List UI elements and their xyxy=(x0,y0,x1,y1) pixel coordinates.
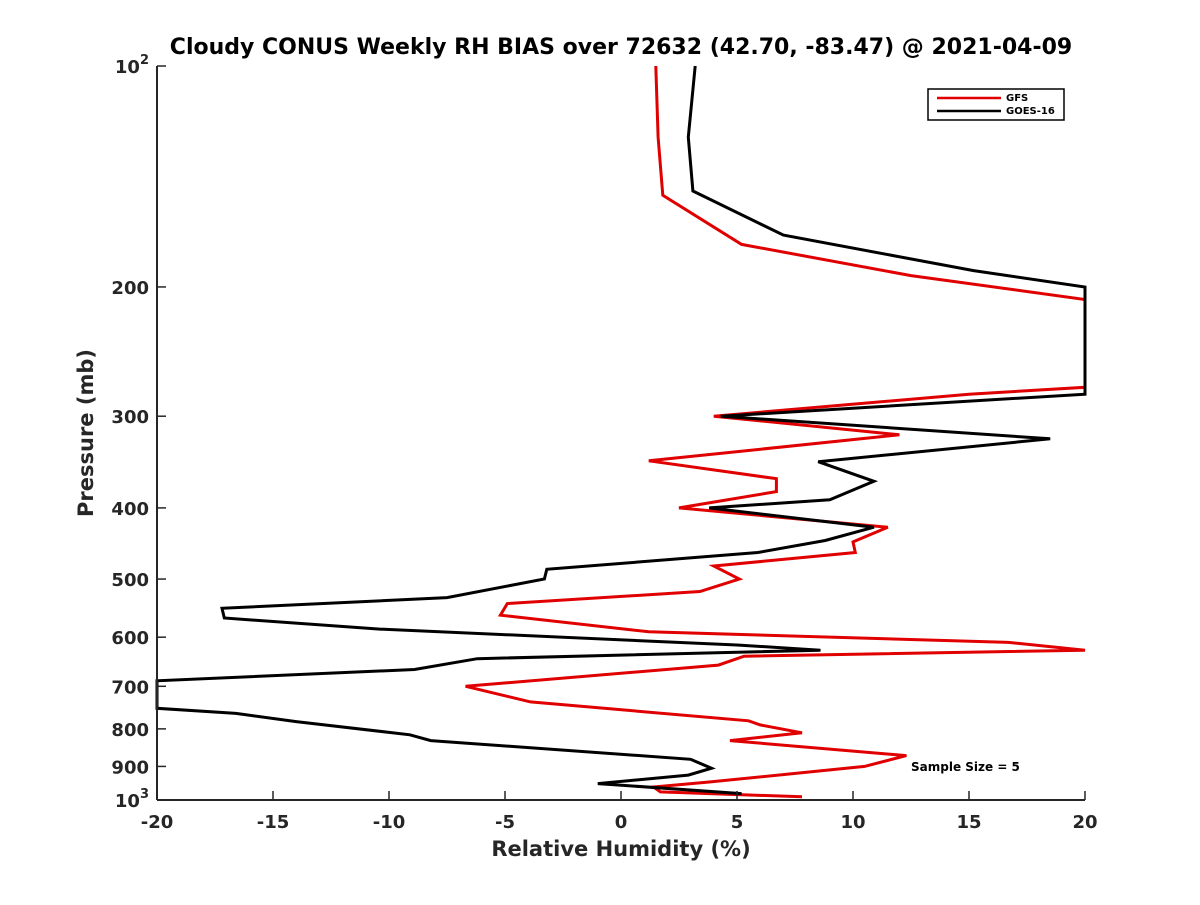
series-line-goes16 xyxy=(155,65,1087,796)
y-tick-label: 600 xyxy=(111,628,149,649)
x-tick-label: -15 xyxy=(257,812,290,833)
x-tick-label: 15 xyxy=(956,812,981,833)
y-tick-label: 103 xyxy=(115,787,149,812)
x-tick-label: 20 xyxy=(1072,812,1097,833)
y-tick-label: 700 xyxy=(111,677,149,698)
y-tick-label: 500 xyxy=(111,570,149,591)
y-tick-label: 102 xyxy=(115,53,149,78)
x-tick-label: 0 xyxy=(615,812,628,833)
y-ticks: 102 200 300 400 500 600 700 800 900 103 xyxy=(111,53,166,812)
sample-size-annotation: Sample Size = 5 xyxy=(911,760,1020,774)
x-ticks: -20 -15 -10 -5 0 5 10 15 20 xyxy=(141,791,1098,833)
legend: GFS GOES-16 xyxy=(927,88,1065,121)
legend-box xyxy=(927,88,1065,121)
y-axis-label: Pressure (mb) xyxy=(74,349,98,517)
y-tick-label: 300 xyxy=(111,407,149,428)
plot-area xyxy=(157,66,1085,800)
legend-entry-gfs: GFS xyxy=(1006,93,1028,104)
y-tick-label: 800 xyxy=(111,720,149,741)
x-tick-label: -10 xyxy=(373,812,406,833)
series-layer xyxy=(155,65,1087,799)
y-tick-label: 200 xyxy=(111,278,149,299)
chart-title: Cloudy CONUS Weekly RH BIAS over 72632 (… xyxy=(170,35,1072,60)
legend-entry-goes16: GOES-16 xyxy=(1006,106,1055,117)
y-tick-label: 400 xyxy=(111,499,149,520)
x-tick-label: -20 xyxy=(141,812,174,833)
x-axis-label: Relative Humidity (%) xyxy=(491,837,750,861)
x-tick-label: 5 xyxy=(731,812,744,833)
y-tick-label: 900 xyxy=(111,757,149,778)
x-tick-label: 10 xyxy=(840,812,865,833)
x-tick-label: -5 xyxy=(495,812,515,833)
series-line-gfs xyxy=(465,65,1087,799)
